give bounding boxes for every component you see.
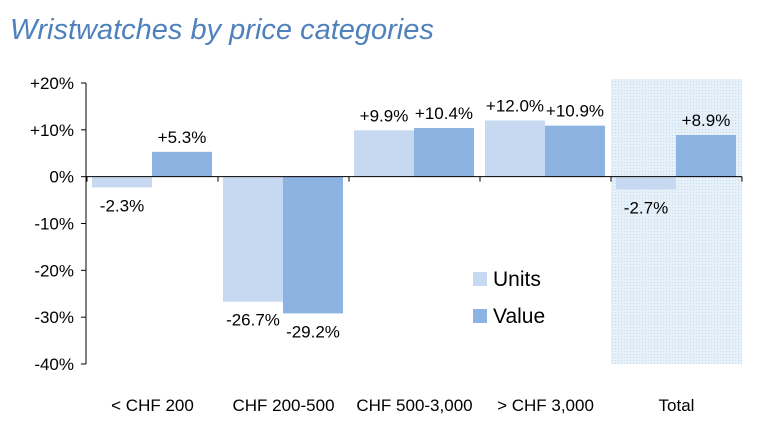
data-label: -29.2%: [286, 322, 340, 341]
y-tick-label: +20%: [30, 74, 74, 93]
x-category-label: < CHF 200: [111, 396, 194, 415]
bar-value: [283, 176, 343, 314]
bar-units: [92, 176, 152, 188]
data-label: -2.3%: [100, 196, 144, 215]
data-label: +12.0%: [486, 96, 544, 115]
x-category-label: > CHF 3,000: [497, 396, 594, 415]
y-tick-label: -30%: [34, 308, 74, 327]
bar-units: [223, 176, 283, 302]
legend-label-value: Value: [493, 305, 545, 328]
legend-label-units: Units: [493, 268, 541, 291]
y-tick-label: 0%: [49, 168, 74, 187]
data-label: +8.9%: [682, 111, 731, 130]
y-tick-label: -20%: [34, 261, 74, 280]
data-label: -2.7%: [624, 198, 668, 217]
data-label: +5.3%: [158, 128, 207, 147]
y-tick-label: +10%: [30, 121, 74, 140]
x-category-label: CHF 500-3,000: [356, 396, 472, 415]
bar-value: [545, 125, 605, 177]
total-highlight-region: [611, 79, 742, 364]
data-label: +10.9%: [546, 102, 604, 121]
x-category-label: CHF 200-500: [232, 396, 334, 415]
bar-units: [616, 176, 676, 190]
bar-value: [676, 134, 736, 177]
legend-swatch-value: [473, 309, 487, 323]
bar-value: [152, 151, 212, 177]
data-label: -26.7%: [226, 311, 280, 330]
y-tick-label: -10%: [34, 215, 74, 234]
data-label: +10.4%: [415, 104, 473, 123]
bar-units: [485, 120, 545, 177]
x-category-label: Total: [659, 396, 695, 415]
data-label: +9.9%: [360, 106, 409, 125]
bar-units: [354, 130, 414, 177]
chart-title: Wristwatches by price categories: [10, 14, 434, 46]
y-tick-label: -40%: [34, 355, 74, 374]
legend-swatch-units: [473, 272, 487, 286]
bar-value: [414, 127, 474, 177]
